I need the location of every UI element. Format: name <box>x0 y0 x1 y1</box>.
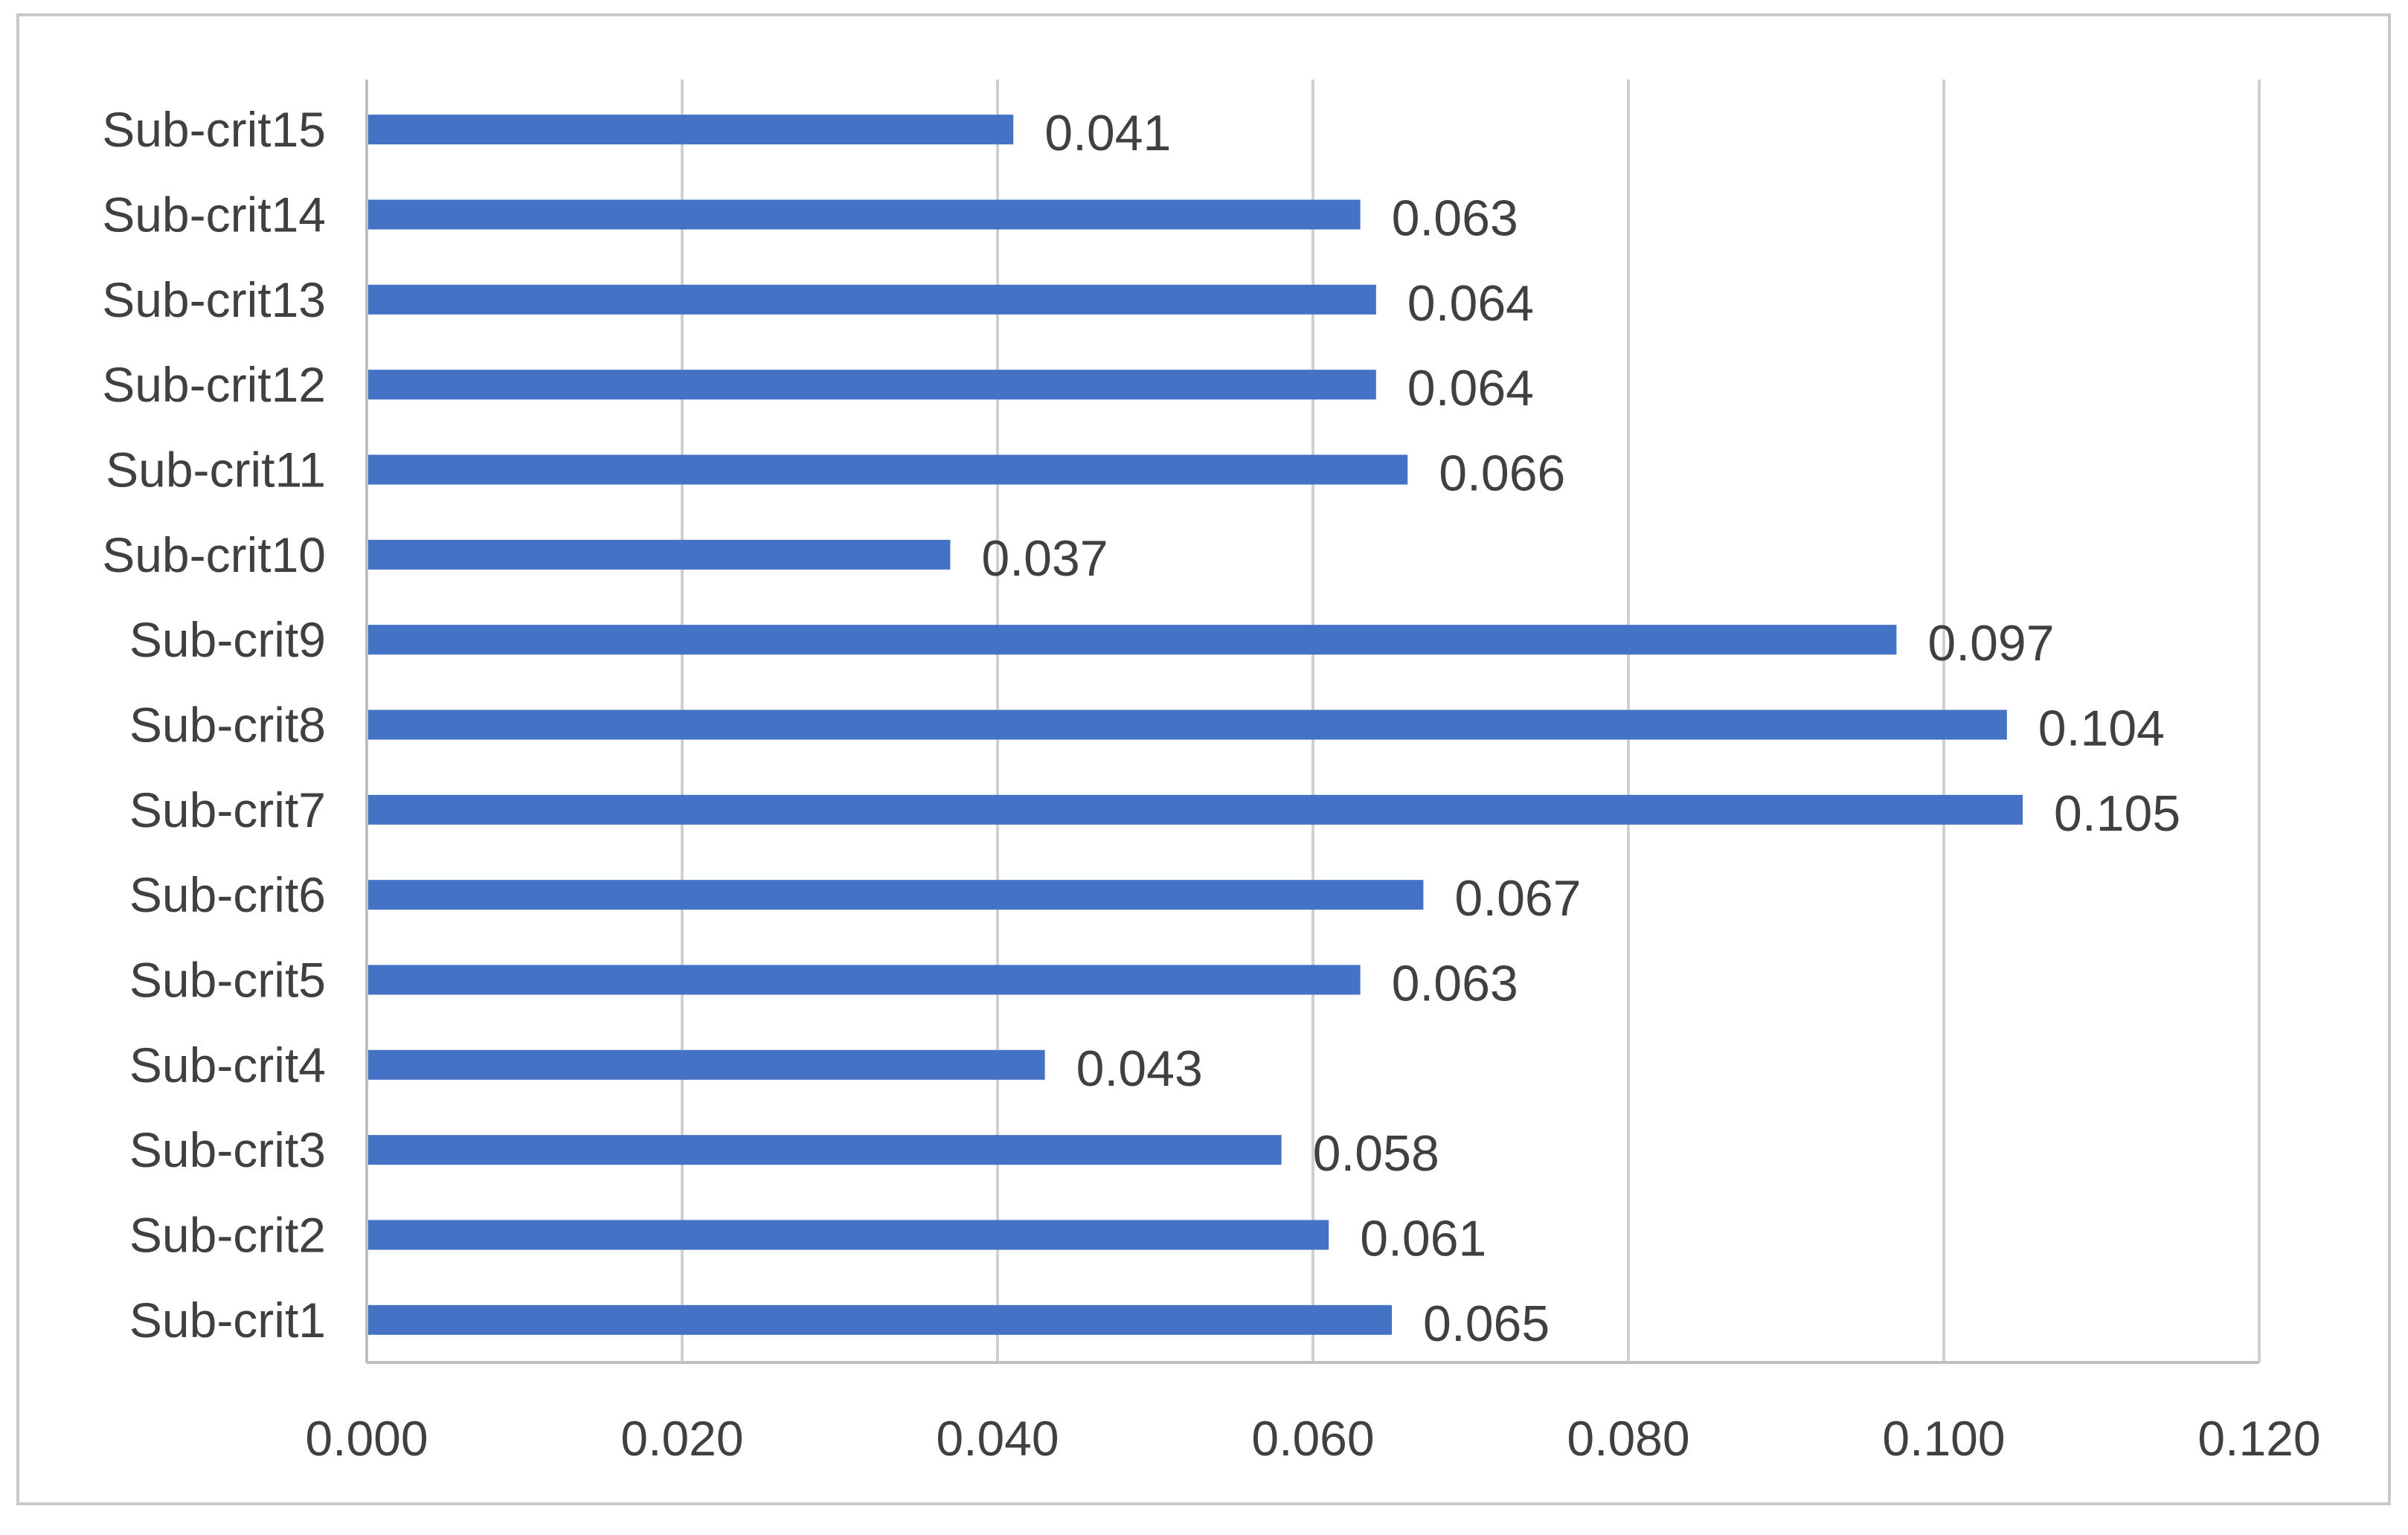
category-label: Sub-crit6 <box>129 867 326 922</box>
bar <box>367 199 1361 230</box>
category-label: Sub-crit5 <box>129 953 326 1008</box>
x-tick-label: 0.020 <box>620 1411 743 1466</box>
data-label: 0.063 <box>1392 956 1518 1012</box>
x-tick-label: 0.040 <box>936 1411 1059 1466</box>
data-label: 0.058 <box>1313 1125 1439 1182</box>
data-label: 0.043 <box>1076 1040 1203 1097</box>
data-label: 0.064 <box>1407 360 1534 416</box>
category-label: Sub-crit8 <box>129 698 326 753</box>
bar <box>367 794 2023 825</box>
data-label: 0.037 <box>981 530 1108 587</box>
category-label: Sub-crit13 <box>102 272 326 327</box>
category-labels: Sub-crit1 Sub-crit2 Sub-crit3 Sub-crit4 Sub-… <box>102 102 326 1348</box>
data-label: 0.067 <box>1454 870 1581 927</box>
x-tick-label: 0.100 <box>1882 1411 2005 1466</box>
chart-frame: Sub-crit1 Sub-crit2 Sub-crit3 Sub-crit4 Sub-… <box>16 13 2391 1505</box>
category-label: Sub-crit10 <box>102 527 326 582</box>
bar <box>367 370 1376 400</box>
category-label: Sub-crit3 <box>129 1122 326 1177</box>
value-labels: 0.065 0.061 0.058 0.043 0.063 0.067 0.105 0.104… <box>981 105 2180 1352</box>
category-label: Sub-crit11 <box>106 443 326 498</box>
data-label: 0.065 <box>1423 1296 1550 1352</box>
data-label: 0.041 <box>1044 105 1171 161</box>
bar <box>367 709 2007 740</box>
category-label: Sub-crit14 <box>102 187 326 242</box>
category-label: Sub-crit9 <box>129 612 326 667</box>
category-label: Sub-crit4 <box>129 1037 326 1092</box>
category-label: Sub-crit7 <box>129 782 326 837</box>
bar <box>367 880 1424 910</box>
axes <box>365 80 2259 1364</box>
data-label: 0.061 <box>1360 1211 1486 1267</box>
x-tick-label: 0.060 <box>1251 1411 1374 1466</box>
data-label: 0.105 <box>2054 785 2180 842</box>
bar <box>367 284 1376 315</box>
x-tick-labels: 0.000 0.020 0.040 0.060 0.080 0.100 0.120 <box>305 1411 2320 1466</box>
category-label: Sub-crit2 <box>129 1208 326 1263</box>
x-tick-label: 0.000 <box>305 1411 428 1466</box>
data-label: 0.104 <box>2038 701 2165 757</box>
bar <box>367 1304 1392 1335</box>
bar <box>367 454 1408 485</box>
bar <box>367 1049 1045 1080</box>
x-tick-label: 0.120 <box>2197 1411 2320 1466</box>
bar-chart: Sub-crit1 Sub-crit2 Sub-crit3 Sub-crit4 Sub-… <box>102 80 2321 1466</box>
category-label: Sub-crit15 <box>102 102 326 157</box>
bar <box>367 1135 1282 1165</box>
x-tick-label: 0.080 <box>1567 1411 1689 1466</box>
bar <box>367 625 1897 655</box>
category-label: Sub-crit12 <box>102 357 326 412</box>
data-label: 0.064 <box>1407 275 1534 332</box>
bar <box>367 965 1361 995</box>
category-label: Sub-crit1 <box>129 1293 326 1348</box>
bar <box>367 1220 1329 1250</box>
data-label: 0.066 <box>1439 445 1565 502</box>
bar <box>367 115 1014 145</box>
data-label: 0.097 <box>1927 615 2054 672</box>
data-label: 0.063 <box>1392 190 1518 247</box>
bar <box>367 539 951 570</box>
bars <box>367 115 2023 1335</box>
